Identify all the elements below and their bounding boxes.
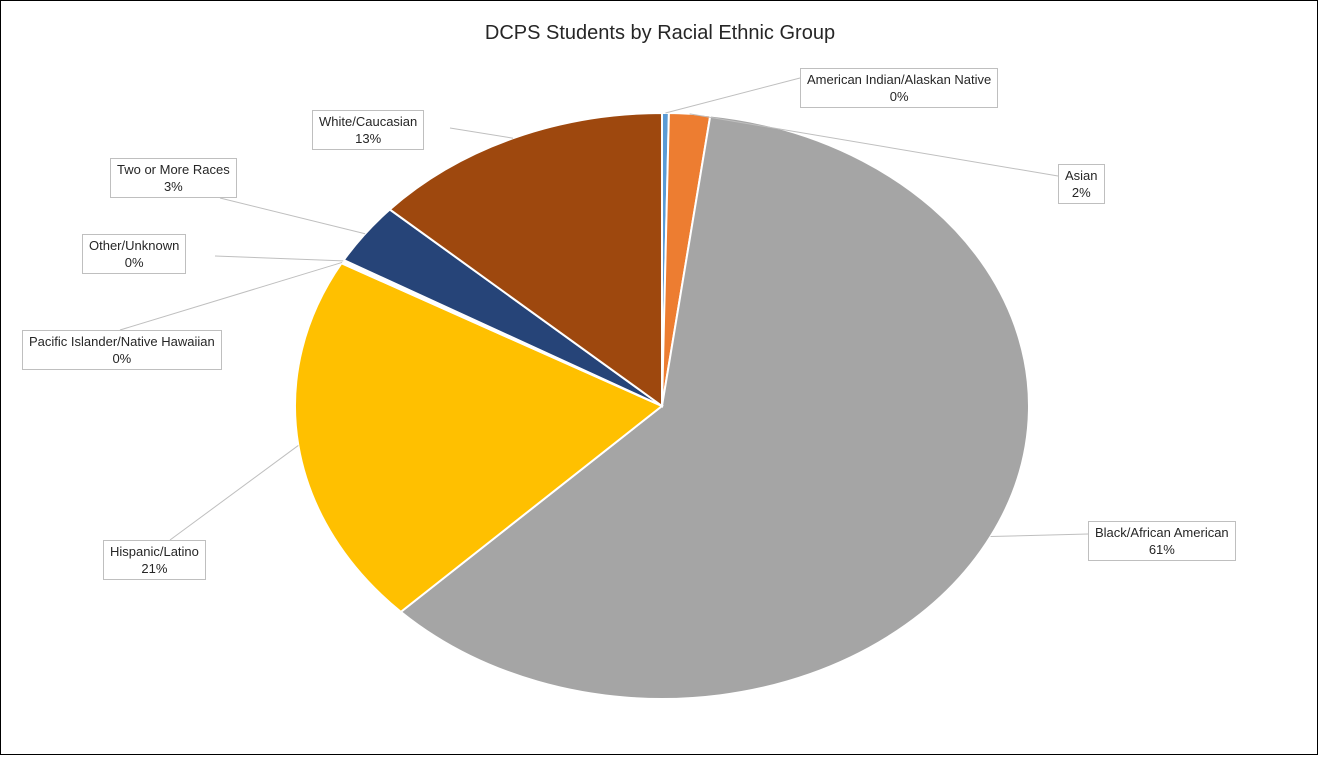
leader-line-white xyxy=(449,127,514,139)
data-label-pacific-islander: Pacific Islander/Native Hawaiian 0% xyxy=(22,330,222,370)
leader-line-american-indian xyxy=(665,77,801,114)
leader-line-asian xyxy=(689,113,1059,177)
leader-line-pacific-islander xyxy=(119,261,343,331)
leader-line-black xyxy=(990,533,1089,538)
data-label-american-indian: American Indian/Alaskan Native 0% xyxy=(800,68,999,108)
data-label-asian: Asian 2% xyxy=(1058,164,1105,204)
leader-line-other xyxy=(214,255,344,262)
data-label-white: White/Caucasian 13% xyxy=(312,110,425,150)
pie-slice-white xyxy=(388,111,663,408)
data-label-two-or-more: Two or More Races 3% xyxy=(110,158,237,198)
leader-line-two-or-more xyxy=(219,197,366,235)
data-label-black: Black/African American 61% xyxy=(1088,521,1236,561)
pie-slice-hispanic xyxy=(294,261,664,614)
data-label-hispanic: Hispanic/Latino 21% xyxy=(103,540,206,580)
chart-title: DCPS Students by Racial Ethnic Group xyxy=(484,22,836,44)
data-label-other: Other/Unknown 0% xyxy=(82,234,187,274)
leader-line-hispanic xyxy=(169,445,299,541)
